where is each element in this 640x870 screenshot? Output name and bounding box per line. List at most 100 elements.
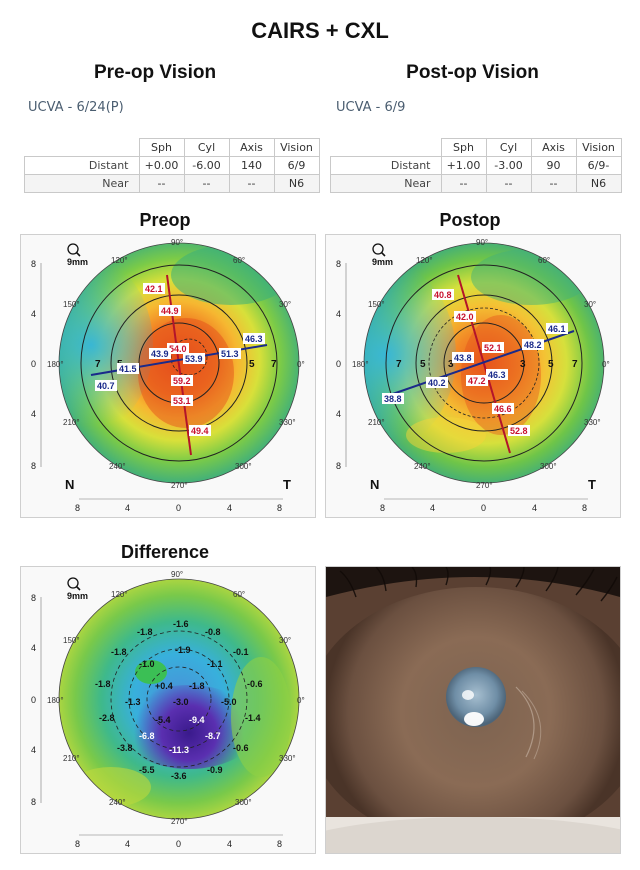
table-cell: 6/9: [273, 156, 320, 175]
difference-map-panel: 8 4 0 4 8 8 4 0 4 8 90° 60° 30° 0° 330° …: [20, 566, 316, 854]
column-header: Sph: [440, 138, 487, 157]
y-tick: 4: [31, 745, 36, 755]
column-header: Cyl: [485, 138, 532, 157]
difference-value: -1.4: [245, 713, 261, 723]
degree-label: 120°: [111, 256, 128, 265]
x-tick: 8: [277, 503, 282, 513]
row-label: Distant: [330, 156, 442, 175]
table-cell: 140: [228, 156, 275, 175]
preop-vision-heading: Pre-op Vision: [93, 62, 217, 83]
postop-ucva: UCVA - 6/9: [336, 100, 406, 115]
table-cell: +0.00: [138, 156, 185, 175]
column-header: Vision: [273, 138, 320, 157]
postop-vision-table: Sph Cyl Axis Vision Distant +1.00 -3.00 …: [330, 138, 622, 193]
nasal-label: N: [370, 477, 379, 492]
ring-number: 7: [95, 359, 101, 370]
magnifier-icon[interactable]: [67, 577, 81, 591]
postop-topography-map: 8 4 0 4 8 8 4 0 4 8 90° 60° 30° 0° 330° …: [336, 238, 610, 513]
degree-label: 60°: [538, 256, 550, 265]
degree-label: 330°: [279, 418, 296, 427]
difference-value: -1.8: [137, 627, 153, 637]
table-cell: N6: [575, 174, 622, 193]
preop-ucva: UCVA - 6/24(P): [28, 100, 124, 115]
degree-label: 210°: [63, 754, 80, 763]
magnifier-icon[interactable]: [67, 243, 81, 257]
column-header: Sph: [138, 138, 185, 157]
y-tick: 8: [336, 259, 341, 269]
table-cell: N6: [273, 174, 320, 193]
table-header-row: Sph Cyl Axis Vision: [331, 138, 622, 157]
difference-value: -1.0: [139, 659, 155, 669]
degree-label: 150°: [368, 300, 385, 309]
curvature-value-blue: 48.2: [524, 340, 542, 350]
difference-value: -0.6: [233, 743, 249, 753]
curvature-value-red: 46.6: [494, 404, 512, 414]
curvature-value-red: 59.2: [173, 376, 191, 386]
x-tick: 8: [75, 503, 80, 513]
degree-label: 30°: [584, 300, 596, 309]
difference-value: -5.0: [221, 697, 237, 707]
curvature-value-red: 42.0: [456, 312, 474, 322]
postop-map-panel: 8 4 0 4 8 8 4 0 4 8 90° 60° 30° 0° 330° …: [325, 234, 621, 518]
table-row: Distant +0.00 -6.00 140 6/9: [24, 156, 320, 175]
curvature-value-blue: 51.3: [221, 349, 239, 359]
degree-label: 0°: [297, 696, 305, 705]
y-tick: 4: [31, 409, 36, 419]
curvature-value-red: 49.4: [191, 426, 209, 436]
difference-value: -3.6: [171, 771, 187, 781]
curvature-value-blue: 40.7: [97, 381, 115, 391]
difference-value: +0.4: [155, 681, 173, 691]
curvature-value-red: 44.9: [161, 306, 179, 316]
difference-value: -2.8: [99, 713, 115, 723]
ring-number: 7: [572, 359, 578, 370]
difference-value: -0.8: [205, 627, 221, 637]
x-tick: 0: [176, 839, 181, 849]
degree-label: 270°: [171, 481, 188, 490]
curvature-value-blue: 46.1: [548, 324, 566, 334]
y-tick: 8: [336, 461, 341, 471]
degree-label: 330°: [279, 754, 296, 763]
y-tick: 8: [31, 797, 36, 807]
degree-label: 210°: [63, 418, 80, 427]
table-row: Distant +1.00 -3.00 90 6/9-: [330, 156, 622, 175]
difference-value: -0.9: [207, 765, 223, 775]
curvature-value-blue: 41.5: [119, 364, 137, 374]
curvature-value-blue: 43.9: [151, 349, 169, 359]
degree-label: 300°: [235, 798, 252, 807]
degree-label: 180°: [47, 360, 64, 369]
x-tick: 4: [125, 839, 130, 849]
magnifier-icon[interactable]: [372, 243, 386, 257]
curvature-value-red: 42.1: [145, 284, 163, 294]
preop-map-panel: 8 4 0 4 8 8 4 0 4 8 90° 60° 30° 0° 330° …: [20, 234, 316, 518]
difference-value: -1.8: [111, 647, 127, 657]
curvature-value-red: 52.1: [484, 343, 502, 353]
zoom-label: 9mm: [372, 257, 393, 267]
difference-value: -1.8: [189, 681, 205, 691]
y-tick: 4: [336, 309, 341, 319]
degree-label: 300°: [540, 462, 557, 471]
x-tick: 8: [380, 503, 385, 513]
row-label: Near: [24, 174, 140, 193]
difference-value: -1.1: [207, 659, 223, 669]
ring-number: 5: [548, 359, 554, 370]
x-tick: 4: [227, 839, 232, 849]
difference-value: -11.3: [169, 745, 189, 755]
table-cell: --: [485, 174, 532, 193]
table-cell: 6/9-: [575, 156, 622, 175]
x-tick: 4: [430, 503, 435, 513]
ring-number: 7: [396, 359, 402, 370]
curvature-value-red: 54.0: [169, 344, 187, 354]
degree-label: 30°: [279, 300, 291, 309]
curvature-value-red: 53.1: [173, 396, 191, 406]
degree-label: 90°: [476, 238, 488, 247]
temporal-label: T: [588, 477, 596, 492]
degree-label: 120°: [111, 590, 128, 599]
eye-image: [326, 567, 620, 853]
table-cell: --: [228, 174, 275, 193]
y-tick: 4: [31, 309, 36, 319]
table-cell: --: [138, 174, 185, 193]
y-tick: 8: [31, 461, 36, 471]
preop-topography-map: 8 4 0 4 8 8 4 0 4 8 90° 60° 30° 0° 330° …: [31, 238, 305, 513]
curvature-value-blue: 46.3: [488, 370, 506, 380]
difference-value: -9.4: [189, 715, 205, 725]
